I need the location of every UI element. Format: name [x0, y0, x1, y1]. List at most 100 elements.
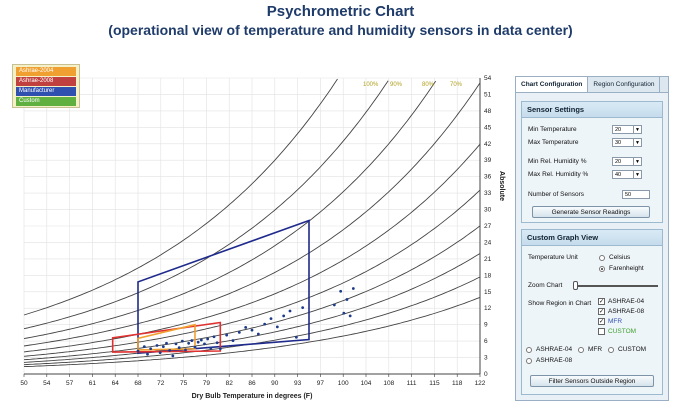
rh-label: 100%	[363, 82, 379, 88]
sensor-point	[256, 332, 260, 336]
sensor-point	[209, 346, 213, 350]
rh-curve	[23, 80, 389, 330]
sensor-point	[149, 347, 153, 351]
sensor-point	[294, 335, 298, 339]
x-tick-label: 97	[317, 380, 325, 387]
sensor-point	[190, 339, 194, 342]
sensor-point	[348, 314, 352, 318]
x-axis-label: Dry Bulb Temperature in degrees (F)	[192, 393, 313, 400]
custom-graph-view-box: Custom Graph View Temperature Unit Celsi…	[521, 229, 663, 395]
filter-custom-radio[interactable]	[608, 347, 614, 353]
zoom-chart-label: Zoom Chart	[528, 282, 563, 289]
x-tick-label: 68	[134, 380, 142, 387]
x-tick-label: 108	[383, 380, 394, 387]
max-rh-label: Max Rel. Humidity %	[528, 171, 589, 178]
sensor-point	[180, 339, 184, 343]
tab-region-configuration[interactable]: Region Configuration	[588, 77, 661, 92]
y-tick-label: 21	[484, 256, 492, 263]
custom-checkbox[interactable]	[598, 328, 605, 335]
max-temp-select[interactable]: 30 ▼	[612, 138, 642, 147]
sensor-point	[136, 349, 140, 353]
ashrae-08-label: ASHRAE-08	[608, 308, 645, 315]
y-tick-label: 0	[484, 371, 488, 378]
y-tick-label: 51	[484, 91, 492, 98]
y-tick-label: 39	[484, 157, 492, 164]
ashrae-08-checkbox[interactable]: ✓	[598, 308, 605, 315]
y-tick-label: 48	[484, 108, 492, 115]
y-tick-label: 18	[484, 272, 492, 279]
farenheight-radio[interactable]	[599, 266, 605, 272]
ashrae-04-checkbox[interactable]: ✓	[598, 298, 605, 305]
filter-ashrae-08-radio[interactable]	[526, 358, 532, 364]
custom-graph-view-heading: Custom Graph View	[522, 230, 662, 246]
tab-bar: Chart Configuration Region Configuration	[516, 77, 668, 93]
legend-item-custom: Custom	[16, 97, 76, 106]
ashrae-04-label: ASHRAE-04	[608, 298, 645, 305]
y-tick-label: 33	[484, 190, 492, 197]
show-region-label: Show Region in Chart	[528, 300, 592, 307]
x-tick-label: 122	[475, 380, 486, 387]
temp-unit-label: Temperature Unit	[528, 254, 578, 261]
rh-label: 80%	[422, 82, 435, 88]
num-sensors-label: Number of Sensors	[528, 191, 584, 198]
rh-curve	[23, 225, 481, 361]
y-tick-label: 12	[484, 305, 492, 312]
rh-label: 90%	[390, 82, 403, 88]
mfr-checkbox[interactable]: ✓	[598, 318, 605, 325]
sensor-point	[165, 341, 168, 345]
rh-curve	[23, 189, 481, 357]
x-tick-label: 50	[20, 380, 28, 387]
rh-label: 70%	[450, 82, 463, 88]
generate-sensor-readings-button[interactable]: Generate Sensor Readings	[532, 206, 650, 218]
min-temp-select[interactable]: 20 ▼	[612, 125, 642, 134]
filter-mfr-label: MFR	[588, 346, 603, 353]
sensor-point	[184, 348, 187, 352]
legend-item-ashrae-2008: Ashrae-2008	[16, 77, 76, 86]
sensor-point	[142, 345, 146, 348]
filter-ashrae-04-radio[interactable]	[526, 347, 532, 353]
filter-mfr-radio[interactable]	[578, 347, 584, 353]
farenheight-label: Farenheight	[609, 265, 644, 272]
min-rh-value: 20	[615, 159, 622, 165]
filter-sensors-outside-region-button[interactable]: Filter Sensors Outside Region	[530, 375, 654, 387]
x-tick-label: 75	[180, 380, 188, 387]
max-temp-label: Max Temperature	[528, 139, 579, 146]
sensor-point	[193, 345, 197, 349]
num-sensors-input[interactable]: 50	[622, 190, 650, 199]
region-ashrae-2008	[111, 321, 222, 353]
y-tick-label: 54	[484, 75, 492, 82]
min-temp-label: Min Temperature	[528, 126, 577, 133]
x-tick-label: 57	[66, 380, 74, 387]
x-tick-label: 90	[271, 380, 279, 387]
sensor-point	[218, 347, 222, 351]
sensor-point	[155, 344, 159, 347]
sensor-point	[196, 340, 200, 344]
rh-curve	[23, 143, 481, 353]
sensor-point	[199, 338, 203, 342]
y-tick-label: 24	[484, 239, 492, 246]
min-temp-value: 20	[615, 127, 622, 133]
x-tick-label: 82	[226, 380, 234, 387]
min-rh-label: Min Rel. Humidity %	[528, 158, 587, 165]
sensor-point	[225, 333, 229, 337]
zoom-slider-thumb[interactable]	[573, 281, 578, 290]
tab-chart-configuration[interactable]: Chart Configuration	[516, 77, 589, 92]
min-rh-select[interactable]: 20 ▼	[612, 157, 642, 166]
celsius-label: Celsius	[609, 254, 631, 261]
sensor-point	[171, 354, 175, 358]
sensor-point	[250, 328, 254, 332]
region-manufacturer	[137, 219, 310, 355]
chevron-down-icon: ▼	[633, 126, 641, 134]
x-tick-label: 104	[361, 380, 372, 387]
sensor-point	[282, 314, 286, 318]
x-tick-label: 72	[157, 380, 165, 387]
max-temp-value: 30	[615, 140, 622, 146]
config-panel: Chart Configuration Region Configuration…	[515, 76, 669, 401]
celsius-radio[interactable]	[599, 255, 605, 261]
max-rh-select[interactable]: 40 ▼	[612, 170, 642, 179]
sensor-point	[263, 322, 267, 326]
y-tick-label: 42	[484, 141, 492, 148]
x-tick-label: 118	[452, 380, 463, 387]
chevron-down-icon: ▼	[633, 139, 641, 147]
zoom-slider-track[interactable]	[574, 285, 658, 287]
